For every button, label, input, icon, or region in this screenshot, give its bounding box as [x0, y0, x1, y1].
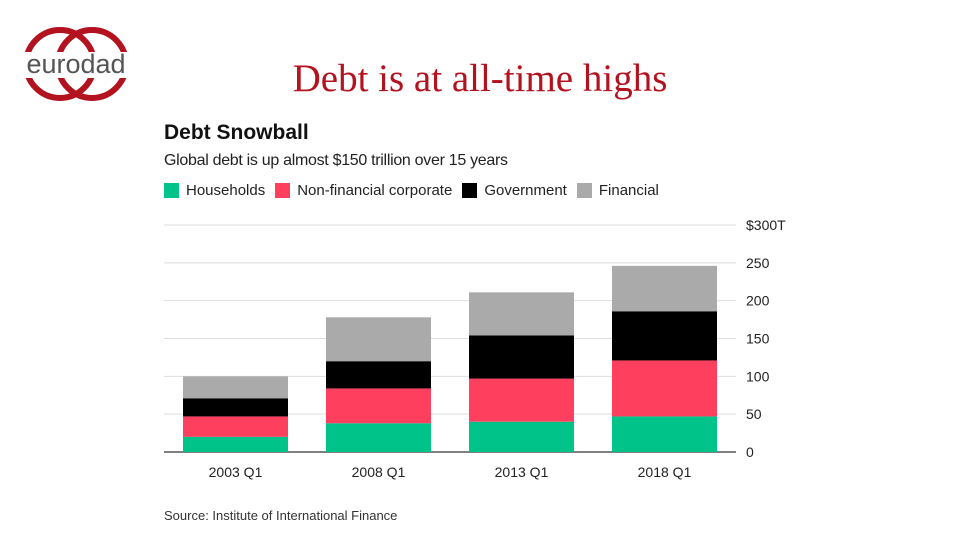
chart-legend: Households Non-financial corporate Gover…	[164, 182, 669, 199]
bar-government-1	[326, 361, 431, 389]
bar-non-financial-corporate-3	[612, 360, 717, 417]
slide-title: Debt is at all-time highs	[292, 57, 668, 100]
y-tick-label: 250	[746, 255, 770, 271]
x-tick-label: 2003 Q1	[209, 464, 263, 480]
legend-label-households: Households	[186, 182, 266, 199]
y-tick-label: $300T	[746, 217, 786, 233]
bar-households-0	[183, 436, 288, 452]
chart-title: Debt Snowball	[164, 121, 309, 144]
chart-source: Source: Institute of International Finan…	[164, 508, 398, 520]
bar-financial-2	[469, 292, 574, 336]
x-tick-label: 2013 Q1	[495, 464, 549, 480]
bar-government-3	[612, 311, 717, 361]
y-tick-label: 150	[746, 331, 770, 347]
x-tick-label: 2018 Q1	[638, 464, 692, 480]
legend-label-financial: Financial	[598, 182, 659, 199]
legend-swatch-government	[462, 183, 478, 198]
legend-item-financial: Financial	[576, 182, 659, 199]
logo-text: eurodad	[26, 49, 125, 79]
bar-non-financial-corporate-1	[326, 388, 431, 424]
bar-government-0	[183, 398, 288, 417]
legend-swatch-financial	[576, 183, 592, 198]
bar-government-2	[469, 335, 574, 379]
legend-label-non-financial-corporate: Non-financial corporate	[297, 182, 453, 199]
legend-swatch-households	[164, 183, 179, 198]
bar-financial-3	[612, 265, 717, 312]
legend-label-government: Government	[484, 182, 567, 199]
bar-households-2	[469, 421, 574, 452]
eurodad-logo: eurodad	[20, 22, 132, 104]
bar-non-financial-corporate-2	[469, 378, 574, 422]
legend-swatch-non-financial-corporate	[275, 183, 291, 198]
y-tick-label: 50	[746, 406, 762, 422]
bar-households-1	[326, 423, 431, 452]
bar-households-3	[612, 416, 717, 452]
bar-non-financial-corporate-0	[183, 416, 288, 437]
x-tick-label: 2008 Q1	[352, 464, 406, 480]
legend-item-households: Households	[164, 182, 265, 199]
y-tick-label: 100	[746, 368, 770, 384]
y-tick-label: 0	[746, 444, 754, 460]
y-tick-label: 200	[746, 293, 770, 309]
legend-item-government: Government	[462, 182, 567, 199]
bar-financial-1	[326, 317, 431, 362]
chart-subtitle: Global debt is up almost $150 trillion o…	[164, 152, 508, 169]
bar-financial-0	[183, 376, 288, 399]
legend-item-non-financial-corporate: Non-financial corporate	[275, 182, 452, 199]
